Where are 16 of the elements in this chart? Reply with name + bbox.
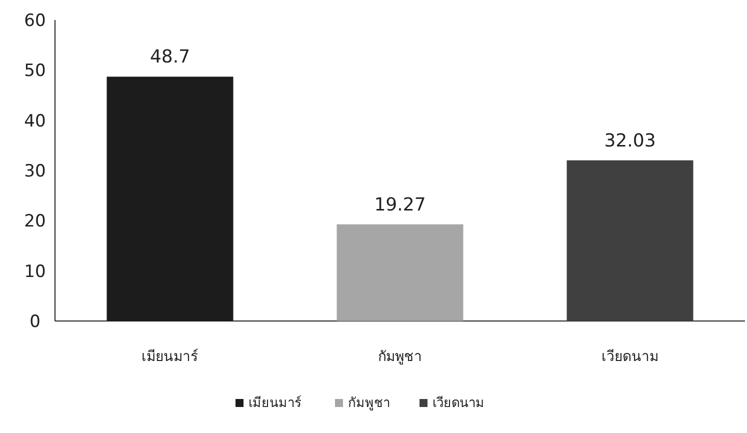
legend-label: กัมพูชา <box>348 396 390 411</box>
y-tick-label: 60 <box>24 11 46 31</box>
x-tick-label: เวียดนาม <box>602 349 658 365</box>
data-label: 32.03 <box>604 130 656 152</box>
y-tick-label: 20 <box>24 212 46 232</box>
y-tick-label: 30 <box>24 162 46 182</box>
x-tick-label: กัมพูชา <box>378 349 422 365</box>
legend-label: เวียดนาม <box>432 395 484 411</box>
y-tick-label: 40 <box>24 111 46 132</box>
x-tick-label: เมียนมาร์ <box>142 348 198 365</box>
y-tick-label: 10 <box>24 262 46 282</box>
y-tick-label: 0 <box>30 312 40 332</box>
data-label: 19.27 <box>374 194 426 216</box>
y-tick-label: 50 <box>24 61 46 82</box>
data-label: 48.7 <box>150 46 190 68</box>
legend-label: เมียนมาร์ <box>248 395 302 411</box>
